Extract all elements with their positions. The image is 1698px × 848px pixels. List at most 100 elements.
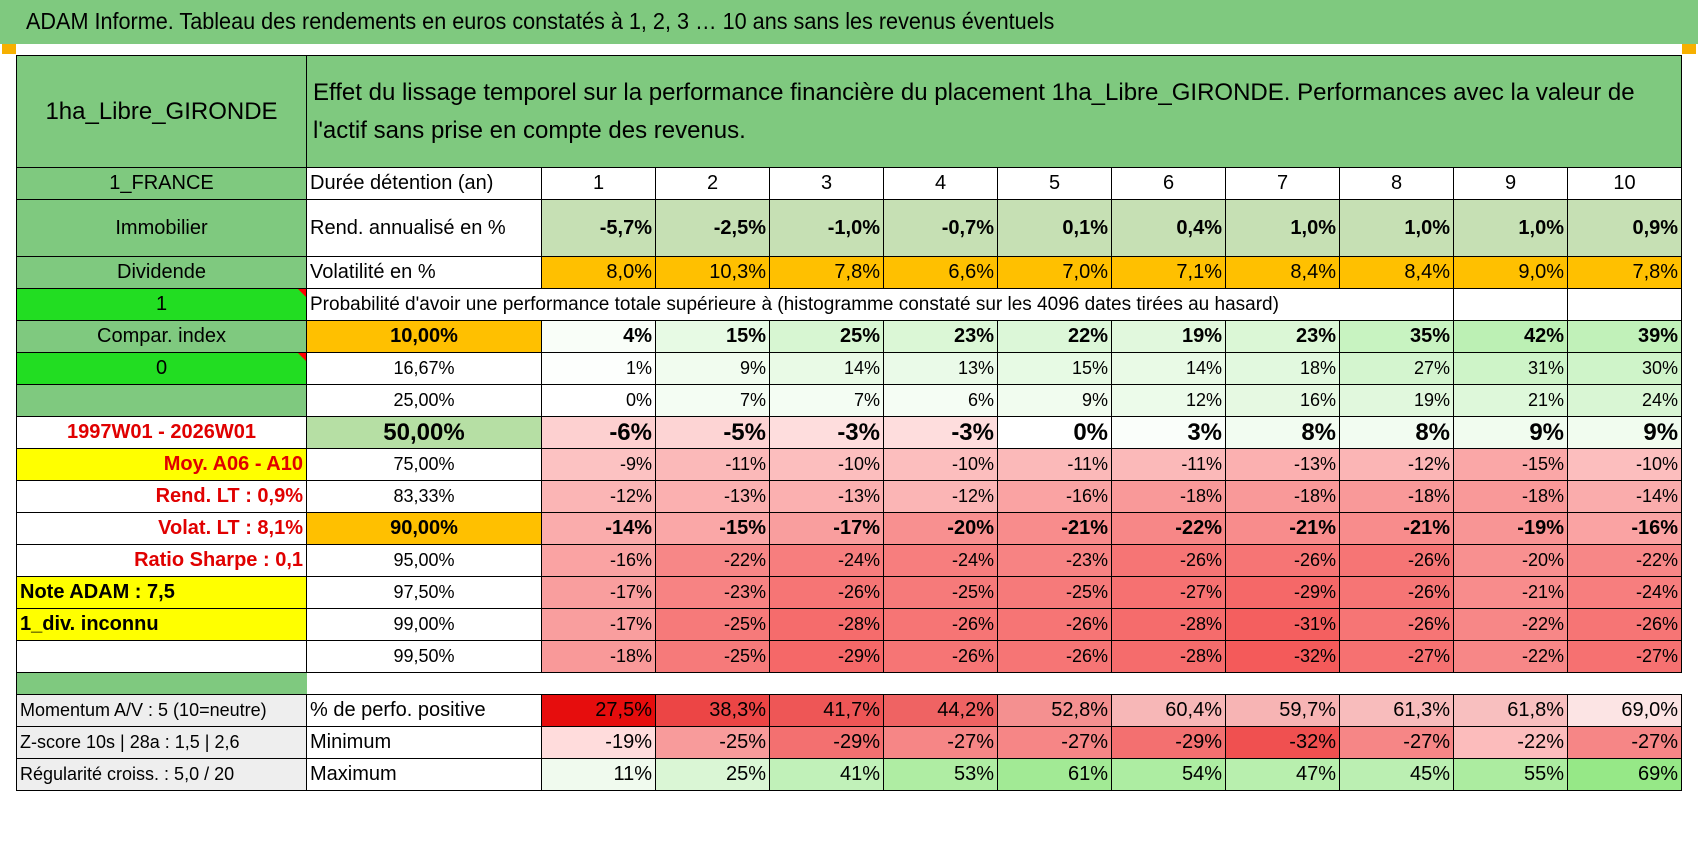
quantile-cell: -15%: [1453, 448, 1568, 481]
zscore-label: Z-score 10s | 28a : 1,5 | 2,6: [16, 726, 307, 759]
minimum-cell: -27%: [997, 726, 1112, 759]
quantile-cell: -23%: [655, 576, 770, 609]
quantile-cell: 3%: [1111, 416, 1226, 449]
quantile-label: 83,33%: [306, 480, 542, 513]
rend-cell: 0,4%: [1111, 199, 1226, 257]
quantile-cell: 25%: [769, 320, 884, 353]
duree-label: Durée détention (an): [306, 167, 542, 200]
rend-cell: -1,0%: [769, 199, 884, 257]
quantile-cell: -11%: [655, 448, 770, 481]
quantile-cell: -29%: [769, 640, 884, 673]
proba-row: 1 Probabilité d'avoir une performance to…: [16, 288, 1683, 321]
year-cell: 10: [1566, 167, 1683, 200]
quantile-cell: -26%: [883, 608, 998, 641]
minimum-row: Z-score 10s | 28a : 1,5 | 2,6 Minimum -19%…: [16, 726, 1683, 759]
year-cell: 2: [655, 167, 770, 200]
minimum-cell: -27%: [1566, 726, 1683, 759]
quantile-row: 1997W01 - 2026W01 50,00% -6% -5% -3% -3% 0% 3% 8…: [16, 416, 1683, 449]
quantile-cell: 9%: [655, 352, 770, 385]
quantile-cell: 27%: [1339, 352, 1454, 385]
quantile-label: 90,00%: [306, 512, 542, 545]
quantile-cell: 23%: [883, 320, 998, 353]
perfo_pos-cell: 44,2%: [883, 694, 998, 727]
country-label: 1_FRANCE: [16, 167, 307, 200]
quantile-cell: -19%: [1453, 512, 1568, 545]
volat-row: Dividende Volatilité en % 8,0% 10,3% 7,8% 6…: [16, 256, 1683, 289]
quantile-cell: -28%: [1111, 640, 1226, 673]
header-row: 1ha_Libre_GIRONDE Effet du lissage tempo…: [16, 55, 1683, 168]
maximum-row: Régularité croiss. : 5,0 / 20 Maximum 11% 2…: [16, 758, 1683, 791]
quantile-cell: -14%: [1566, 480, 1683, 513]
minimum-cell: -29%: [1111, 726, 1226, 759]
quantile-cell: -16%: [1566, 512, 1683, 545]
quantile-cell: -10%: [1566, 448, 1683, 481]
maximum-cell: 25%: [655, 758, 770, 791]
quantile-cell: -16%: [997, 480, 1112, 513]
minimum-cell: -32%: [1225, 726, 1340, 759]
quantile-cell: -26%: [997, 640, 1112, 673]
quantile-cell: -10%: [883, 448, 998, 481]
minimum-cell: -22%: [1453, 726, 1568, 759]
description: Effet du lissage temporel sur la perform…: [305, 55, 1683, 168]
maximum-cell: 55%: [1453, 758, 1568, 791]
volat-label: Volatilité en %: [306, 256, 542, 289]
quantile-cell: -18%: [1339, 480, 1454, 513]
quantile-cell: 24%: [1566, 384, 1683, 417]
quantile-cell: 8%: [1339, 416, 1454, 449]
table-body: 1ha_Libre_GIRONDE Effet du lissage tempo…: [16, 55, 1683, 791]
quantile-cell: -18%: [1225, 480, 1340, 513]
quantile-cell: -26%: [1225, 544, 1340, 577]
minimum-cell: -19%: [541, 726, 656, 759]
note-adam-label: Note ADAM : 7,5: [16, 576, 307, 609]
quantile-cell: -17%: [541, 608, 656, 641]
quantile-cell: -26%: [883, 640, 998, 673]
quantile-cell: 12%: [1111, 384, 1226, 417]
year-cell: 4: [883, 167, 998, 200]
dividend-label: Dividende: [16, 256, 307, 289]
quantile-cell: 15%: [997, 352, 1112, 385]
quantile-cell: -25%: [655, 640, 770, 673]
quantile-cell: 7%: [769, 384, 884, 417]
rend-cell: -2,5%: [655, 199, 770, 257]
quantile-row: Compar. index 10,00% 4% 15% 25% 23% 22% 19% 23% 3…: [16, 320, 1683, 353]
moy-label: Moy. A06 - A10: [16, 448, 307, 481]
quantile-cell: -18%: [541, 640, 656, 673]
quantile-cell: -26%: [1339, 544, 1454, 577]
quantile-cell: 13%: [883, 352, 998, 385]
quantile-cell: -26%: [1111, 544, 1226, 577]
quantile-row: Rend. LT : 0,9% 83,33% -12% -13% -13% -12% -16…: [16, 480, 1683, 513]
rend-label: Rend. annualisé en %: [306, 199, 542, 257]
quantile-cell: -26%: [1339, 608, 1454, 641]
quantile-label: 95,00%: [306, 544, 542, 577]
quantile-cell: -21%: [997, 512, 1112, 545]
quantile-label: 97,50%: [306, 576, 542, 609]
year-cell: 6: [1111, 167, 1226, 200]
corner-marker-right: [1682, 44, 1696, 54]
compar-label: Compar. index: [16, 320, 307, 353]
maximum-cell: 11%: [541, 758, 656, 791]
placement-name: 1ha_Libre_GIRONDE: [16, 55, 307, 168]
quantile-cell: -11%: [1111, 448, 1226, 481]
quantile-cell: -18%: [1111, 480, 1226, 513]
quantile-cell: -26%: [1566, 608, 1683, 641]
year-cell: 9: [1453, 167, 1568, 200]
quantile-cell: 15%: [655, 320, 770, 353]
quantile-cell: 8%: [1225, 416, 1340, 449]
quantile-cell: -26%: [997, 608, 1112, 641]
quantile-cell: -11%: [997, 448, 1112, 481]
year-cell: 5: [997, 167, 1112, 200]
quantile-cell: -27%: [1566, 640, 1683, 673]
rend-cell: -0,7%: [883, 199, 998, 257]
rend-cell: 0,9%: [1566, 199, 1683, 257]
minimum-cell: -25%: [655, 726, 770, 759]
quantile-cell: 14%: [769, 352, 884, 385]
quantile-cell: -21%: [1453, 576, 1568, 609]
performance-table: 1ha_Libre_GIRONDE Effet du lissage tempo…: [16, 55, 1683, 791]
quantile-cell: -22%: [1453, 608, 1568, 641]
gap-row: [16, 672, 1682, 695]
quantile-cell: -3%: [769, 416, 884, 449]
proba-label: Probabilité d'avoir une performance tota…: [306, 288, 1454, 321]
rend-cell: 1,0%: [1225, 199, 1340, 257]
perfo_pos-cell: 27,5%: [541, 694, 656, 727]
quantile-label: 16,67%: [306, 352, 542, 385]
